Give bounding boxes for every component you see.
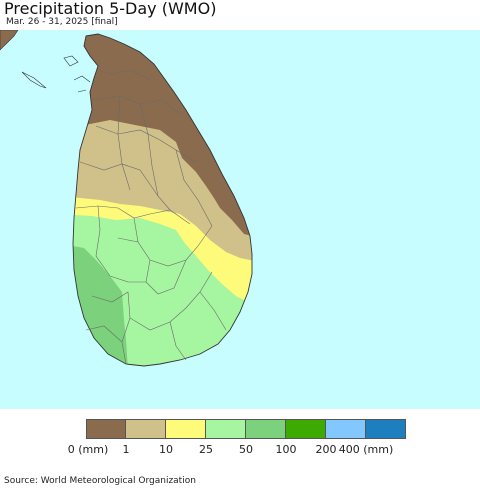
legend-tick-label: 50 — [239, 443, 253, 456]
district-boundaries — [75, 69, 227, 365]
legend-tick-label: 10 — [159, 443, 173, 456]
legend-swatch — [286, 419, 326, 439]
precipitation-map — [0, 30, 480, 409]
legend-swatch — [166, 419, 206, 439]
legend-tick-label: 100 — [275, 443, 297, 456]
map-subtitle: Mar. 26 - 31, 2025 [final] — [6, 17, 118, 27]
legend-swatch — [366, 419, 406, 439]
adams-bridge-islands — [21, 71, 47, 89]
legend-tick-label: 0 (mm) — [67, 443, 109, 456]
legend-swatch — [326, 419, 366, 439]
precipitation-legend — [86, 419, 406, 439]
legend-swatch — [246, 419, 286, 439]
india-landmass — [0, 30, 19, 51]
legend-tick-label: 1 — [122, 443, 130, 456]
map-title: Precipitation 5-Day (WMO) — [4, 0, 217, 18]
legend-swatch — [86, 419, 126, 439]
legend-swatch — [206, 419, 246, 439]
legend-tick-label: 200 — [315, 443, 337, 456]
source-credit: Source: World Meteorological Organizatio… — [4, 476, 196, 486]
legend-tick-label: 25 — [199, 443, 213, 456]
legend-tick-label: 400 (mm) — [338, 443, 394, 456]
legend-swatch — [126, 419, 166, 439]
northern-coast-details — [63, 55, 91, 93]
